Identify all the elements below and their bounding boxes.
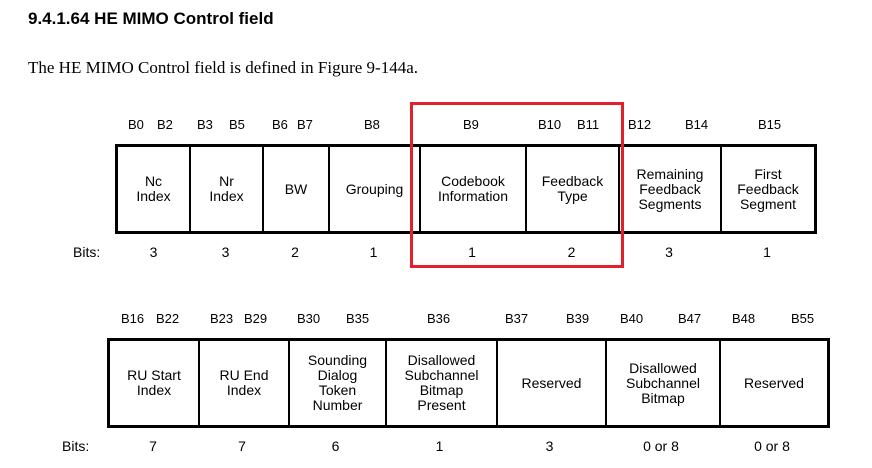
bit-label: B39 xyxy=(566,311,590,326)
row1-bits: 3 3 2 1 1 2 3 1 xyxy=(118,244,814,260)
field-cell: Reserved xyxy=(719,341,827,425)
row1-field-table: Nc Index Nr Index BW Grouping Codebook I… xyxy=(115,144,817,234)
bit-label: B29 xyxy=(244,311,268,326)
bit-label: B37 xyxy=(505,311,529,326)
bit-label: B12 xyxy=(628,117,652,132)
bit-label: B6 xyxy=(272,117,288,132)
highlight-box xyxy=(410,102,624,268)
field-cell: RU Start Index xyxy=(110,341,198,425)
bit-count: 3 xyxy=(149,244,158,260)
field-name: Remaining Feedback Segments xyxy=(636,165,704,212)
field-name: Sounding Dialog Token Number xyxy=(307,352,368,413)
field-name: RU End Index xyxy=(219,367,269,398)
bit-count: 7 xyxy=(238,438,246,454)
bit-count: 7 xyxy=(149,438,157,454)
field-name: RU Start Index xyxy=(127,367,181,398)
bit-label: B11 xyxy=(577,117,600,132)
bit-count: 6 xyxy=(331,438,340,454)
bit-label: B16 xyxy=(121,311,145,326)
bit-count: 0 or 8 xyxy=(754,438,790,454)
bit-label: B15 xyxy=(758,117,782,132)
bits-caption: Bits: xyxy=(62,438,90,454)
row2-bits: 7 7 6 1 3 0 or 8 0 or 8 xyxy=(109,438,826,454)
field-cell: Disallowed Subchannel Bitmap Present xyxy=(385,341,496,425)
field-cell: Disallowed Subchannel Bitmap xyxy=(605,341,719,425)
field-name: Grouping xyxy=(345,180,404,197)
bit-label: B2 xyxy=(157,117,173,132)
bit-label: B8 xyxy=(364,117,380,132)
field-cell: Grouping xyxy=(328,147,419,231)
bit-count: 3 xyxy=(545,438,554,454)
field-name: Reserved xyxy=(744,374,804,391)
field-cell: Feedback Type xyxy=(525,147,618,231)
row2-field-table: RU Start Index RU End Index Sounding Dia… xyxy=(107,338,830,428)
bit-label: B40 xyxy=(620,311,644,326)
bit-label: B7 xyxy=(297,117,313,132)
intro-text: The HE MIMO Control field is defined in … xyxy=(28,58,418,77)
bit-count: 1 xyxy=(468,244,476,260)
bit-label: B47 xyxy=(678,311,702,326)
bit-label: B10 xyxy=(538,117,562,132)
bit-label: B48 xyxy=(732,311,756,326)
bit-count: 2 xyxy=(291,244,299,260)
bits-caption: Bits: xyxy=(73,244,101,260)
section-heading: 9.4.1.64 HE MIMO Control field xyxy=(28,9,274,28)
field-name: Nc Index xyxy=(136,173,171,204)
bit-count: 1 xyxy=(435,438,444,454)
bit-label: B30 xyxy=(297,311,321,326)
bit-label: B3 xyxy=(197,117,213,132)
field-name: BW xyxy=(284,180,308,197)
field-name: First Feedback Segment xyxy=(737,165,799,212)
bit-label: B22 xyxy=(156,311,180,326)
field-name: Disallowed Subchannel Bitmap xyxy=(626,359,700,406)
field-cell: Codebook Information xyxy=(419,147,525,231)
bit-label: B5 xyxy=(229,117,245,132)
field-cell: RU End Index xyxy=(198,341,288,425)
field-cell: BW xyxy=(262,147,328,231)
bit-count: 3 xyxy=(221,244,230,260)
bit-count: 0 or 8 xyxy=(643,438,679,454)
bit-count: 2 xyxy=(567,244,576,260)
bit-label: B35 xyxy=(346,311,370,326)
field-name: Codebook Information xyxy=(437,173,509,204)
bit-count: 1 xyxy=(763,244,771,260)
bit-label: B36 xyxy=(427,311,451,326)
bit-label: B55 xyxy=(791,311,815,326)
bit-count: 1 xyxy=(369,244,378,260)
bit-label: B14 xyxy=(685,117,709,132)
field-cell: Reserved xyxy=(496,341,605,425)
field-name: Disallowed Subchannel Bitmap Present xyxy=(404,352,479,413)
field-cell: First Feedback Segment xyxy=(720,147,814,231)
bit-count: 3 xyxy=(665,244,673,260)
bit-label: B23 xyxy=(210,311,234,326)
field-name: Nr Index xyxy=(209,173,244,204)
bit-label: B9 xyxy=(463,117,479,132)
field-cell: Nc Index xyxy=(118,147,189,231)
field-name: Reserved xyxy=(521,374,582,391)
field-cell: Sounding Dialog Token Number xyxy=(288,341,385,425)
field-cell: Remaining Feedback Segments xyxy=(618,147,720,231)
field-name: Feedback Type xyxy=(541,173,604,204)
field-cell: Nr Index xyxy=(189,147,262,231)
bit-label: B0 xyxy=(128,117,144,132)
